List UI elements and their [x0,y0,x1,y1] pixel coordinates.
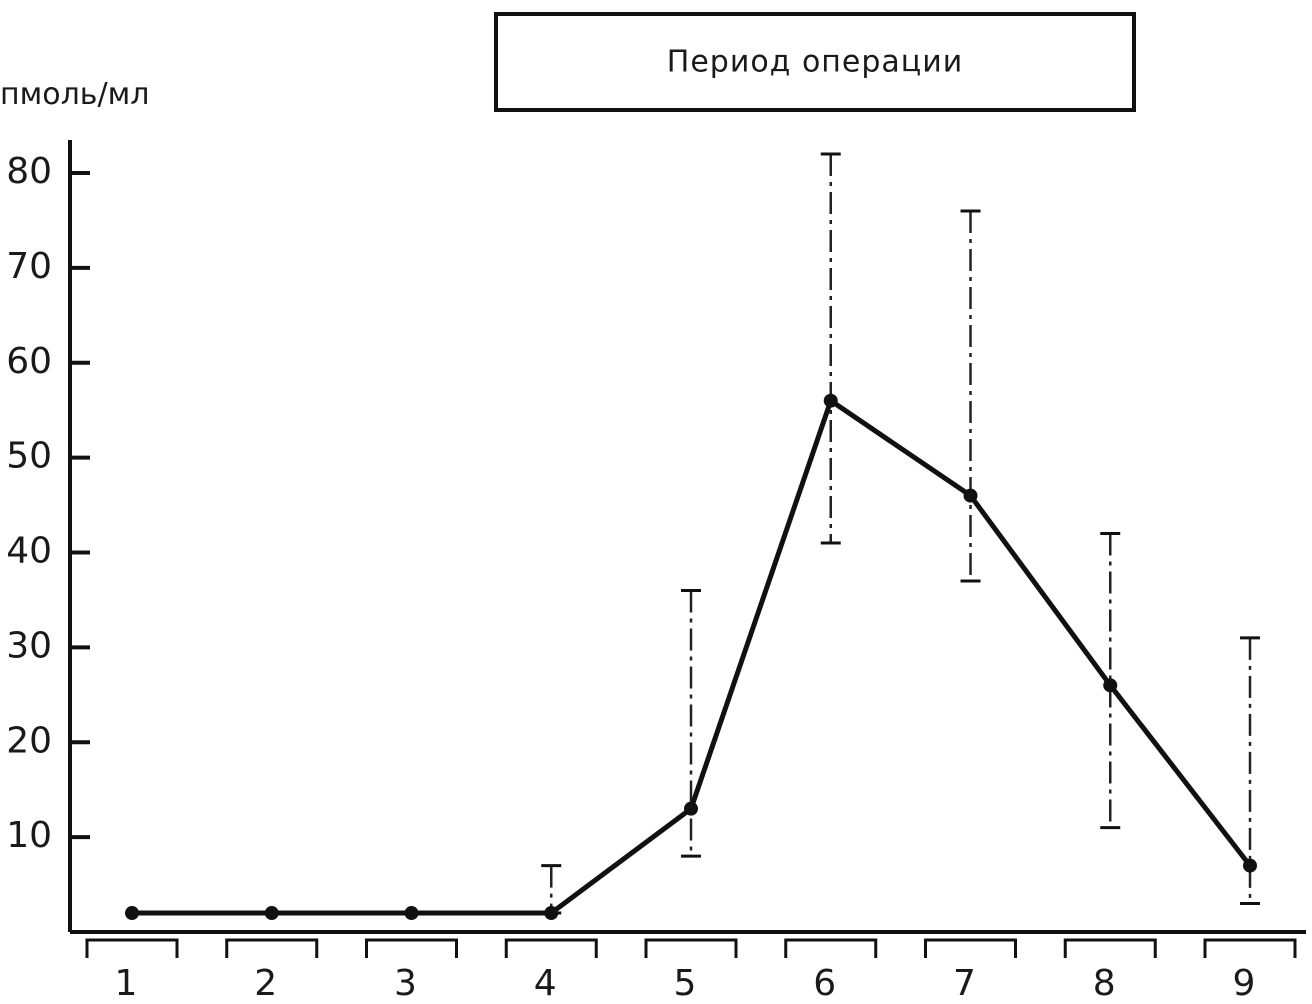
x-period-bracket [85,938,179,958]
y-tick-label: 10 [6,815,52,856]
x-period-bracket [924,938,1017,958]
y-tick-label: 30 [6,625,52,666]
x-tick-label: 2 [254,963,277,1004]
x-period-bracket [784,938,878,958]
operation-period-label: Период операции [667,45,963,80]
data-point [1243,858,1257,873]
error-bars [541,152,1260,915]
data-point [404,906,419,921]
data-point [684,801,698,816]
x-tick-label: 4 [534,963,557,1004]
x-period-brackets [85,938,1297,958]
data-point [544,906,559,921]
y-tick-label: 60 [6,341,52,382]
y-tick-label: 80 [6,151,52,192]
x-period-bracket [1203,938,1297,958]
x-tick-label: 1 [115,963,138,1004]
operation-period-box [494,12,1136,112]
y-tick-label: 40 [6,531,52,572]
x-tick-label: 5 [674,963,697,1004]
x-period-bracket [225,938,319,958]
x-tick-label: 8 [1093,963,1116,1004]
x-tick-labels: 1 2 3 4 5 6 7 8 9 [115,963,1256,1004]
x-period-bracket [644,938,738,958]
data-point [1103,678,1118,693]
y-tick-label: 20 [6,720,52,761]
data-point [823,393,838,408]
x-tick-label: 9 [1233,963,1256,1004]
y-axis-unit-label: пмоль/мл [0,77,149,112]
data-points [125,393,1257,921]
x-period-bracket [1063,938,1157,958]
x-tick-label: 3 [394,963,417,1004]
x-tick-label: 7 [953,963,976,1004]
data-point [125,906,139,921]
x-period-bracket [504,938,598,958]
x-period-bracket [365,938,458,958]
data-point [264,906,279,921]
y-tick-label: 70 [6,246,52,287]
x-tick-label: 6 [813,963,836,1004]
y-ticks: 10 20 30 40 50 60 70 80 [6,151,90,856]
data-point [963,488,978,503]
y-tick-label: 50 [6,436,52,477]
